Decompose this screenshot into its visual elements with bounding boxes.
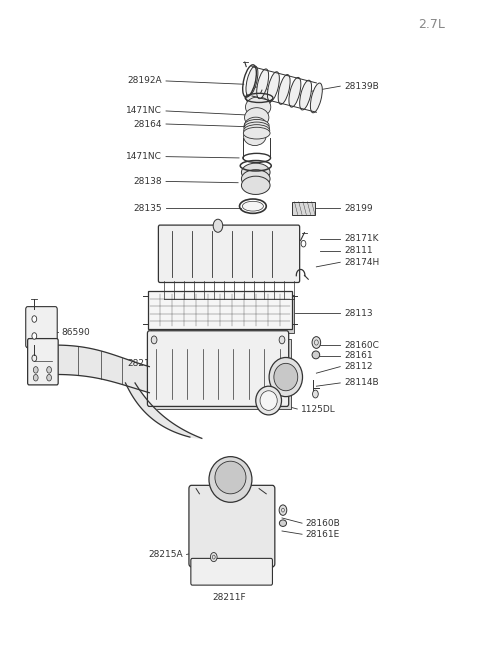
Text: 28199: 28199 [344, 204, 372, 213]
Ellipse shape [243, 127, 266, 145]
Bar [292, 202, 315, 215]
Ellipse shape [260, 391, 277, 410]
Ellipse shape [312, 351, 320, 359]
Text: 28160C: 28160C [344, 341, 379, 350]
Text: 2.7L: 2.7L [419, 18, 445, 31]
FancyBboxPatch shape [28, 339, 58, 385]
Ellipse shape [274, 364, 298, 391]
FancyBboxPatch shape [26, 307, 57, 348]
Circle shape [34, 367, 38, 373]
FancyBboxPatch shape [189, 485, 275, 567]
Text: 1471NC: 1471NC [126, 107, 162, 115]
Circle shape [32, 316, 36, 322]
Text: 1125DL: 1125DL [301, 405, 336, 413]
Text: 28215A: 28215A [148, 550, 183, 559]
Circle shape [213, 219, 223, 233]
Bar [153, 339, 290, 409]
Text: 86590: 86590 [61, 328, 90, 337]
Circle shape [47, 367, 51, 373]
Text: 28171K: 28171K [344, 234, 379, 243]
Text: 28211F: 28211F [213, 593, 246, 602]
Bar [148, 291, 291, 329]
Ellipse shape [278, 75, 290, 104]
Text: 28112: 28112 [344, 362, 372, 371]
Ellipse shape [267, 72, 279, 102]
Ellipse shape [241, 170, 270, 188]
Ellipse shape [311, 83, 322, 113]
Text: 28210: 28210 [127, 359, 156, 368]
Text: 28113: 28113 [344, 309, 372, 318]
Bar [151, 295, 294, 333]
Text: 28174H: 28174H [344, 258, 379, 267]
Polygon shape [125, 383, 202, 438]
Ellipse shape [269, 358, 302, 397]
Text: 28111: 28111 [344, 246, 372, 255]
FancyBboxPatch shape [158, 225, 300, 282]
Text: 28139B: 28139B [344, 82, 379, 90]
FancyBboxPatch shape [147, 331, 288, 406]
Ellipse shape [257, 69, 269, 99]
Circle shape [47, 375, 51, 381]
Ellipse shape [245, 97, 271, 117]
Ellipse shape [215, 461, 246, 494]
Ellipse shape [209, 457, 252, 502]
Ellipse shape [243, 127, 270, 139]
Ellipse shape [246, 66, 258, 96]
Text: 28160B: 28160B [306, 519, 341, 528]
Circle shape [312, 390, 318, 398]
Ellipse shape [300, 80, 312, 110]
Ellipse shape [244, 122, 269, 134]
Text: 28161: 28161 [344, 351, 372, 360]
Circle shape [210, 553, 217, 561]
Ellipse shape [289, 77, 301, 107]
Ellipse shape [256, 386, 281, 415]
Text: 28161E: 28161E [306, 530, 340, 539]
Text: 28192A: 28192A [128, 77, 162, 85]
Ellipse shape [244, 117, 267, 136]
Ellipse shape [244, 124, 270, 136]
Circle shape [151, 336, 157, 344]
Ellipse shape [244, 107, 269, 127]
Circle shape [279, 505, 287, 515]
Circle shape [279, 336, 285, 344]
Text: 1471NC: 1471NC [126, 152, 162, 161]
Text: 28138: 28138 [133, 177, 162, 186]
Text: 28164: 28164 [134, 119, 162, 128]
Ellipse shape [241, 163, 270, 181]
Circle shape [34, 375, 38, 381]
Circle shape [32, 333, 36, 339]
Circle shape [312, 337, 321, 348]
Polygon shape [55, 345, 149, 393]
Ellipse shape [279, 520, 287, 527]
FancyBboxPatch shape [191, 558, 273, 585]
Ellipse shape [242, 201, 264, 211]
Text: 28135: 28135 [133, 204, 162, 213]
Text: 28114B: 28114B [344, 379, 379, 388]
Ellipse shape [241, 176, 270, 195]
Ellipse shape [246, 87, 272, 107]
Ellipse shape [244, 119, 269, 131]
